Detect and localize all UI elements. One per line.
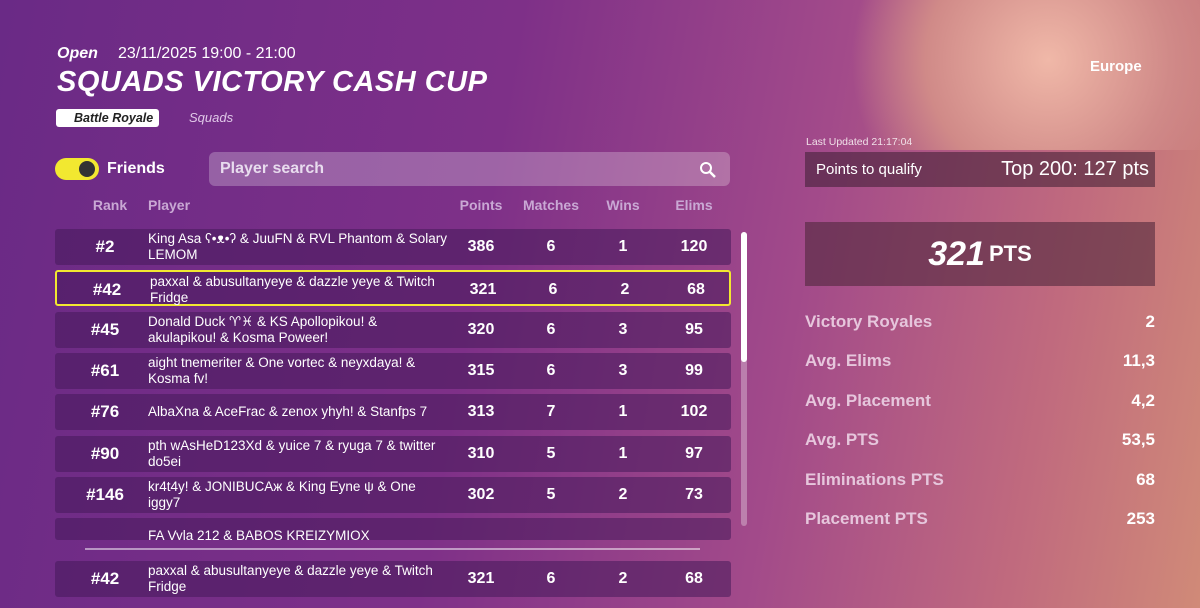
score-unit: PTS	[988, 241, 1032, 266]
matches: 6	[546, 320, 556, 338]
wins: 2	[620, 281, 630, 299]
player-names: Donald Duck ♈︎♓︎ & KS Apollopikou! & aku…	[148, 313, 378, 345]
player-names: paxxal & abusultanyeye & dazzle yeye & T…	[148, 563, 433, 594]
matches: 7	[546, 403, 556, 421]
stat-value: 2	[1145, 312, 1155, 331]
leaderboard-row: #42 paxxal & abusultanyeye & dazzle yeye …	[55, 270, 731, 307]
leaderboard-row: #45 Donald Duck ♈︎♓︎ & KS Apollopikou! & …	[55, 311, 731, 348]
stat-label: Avg. Elims	[805, 351, 892, 371]
rank: #45	[90, 319, 120, 339]
search-icon	[700, 162, 716, 178]
column-header: Wins	[606, 197, 640, 213]
elims: 99	[685, 361, 703, 379]
rank: #42	[90, 569, 120, 588]
toggle-label: Friends	[107, 160, 165, 177]
leaderboard-row: FA Vyla 212 & BABOS KREIZYMIOX	[55, 518, 731, 541]
stat-label: Victory Royales	[805, 312, 933, 331]
matches: 6	[546, 361, 556, 379]
team-mode: Squads	[189, 110, 234, 125]
player-names: AlbaXna & AceFrac & zenox yhyh! & Stanfp…	[148, 404, 428, 420]
stat-value: 11,3	[1122, 351, 1155, 371]
elims: 102	[680, 403, 708, 421]
leaderboard-row: #90 pth wAsHeD123Xd & yuice 7 & ryuga 7 &…	[55, 435, 731, 472]
column-header: Points	[459, 197, 503, 213]
points: 313	[467, 403, 495, 421]
column-header: Elims	[675, 197, 713, 213]
stat-label: Eliminations PTS	[805, 469, 944, 489]
rank: #76	[90, 402, 120, 422]
qualify-box: Points to qualify Top 200: 127 pts	[805, 152, 1155, 187]
elims: 68	[687, 281, 705, 299]
points: 310	[467, 444, 495, 462]
points: 321	[467, 570, 495, 587]
wins: 2	[618, 485, 628, 503]
column-header: Player	[148, 197, 191, 213]
leaderboard-row: #146 kr4t4y! & JONIBUCAж & King Eyne ψ & …	[55, 476, 731, 513]
player-names: kr4t4y! & JONIBUCAж & King Eyne ψ & One …	[148, 478, 416, 510]
stat-value: 253	[1126, 509, 1155, 528]
points: 315	[467, 361, 495, 379]
wins: 2	[618, 570, 628, 587]
stat-label: Avg. Placement	[805, 390, 931, 410]
title: SQUADS VICTORY CASH CUP	[57, 66, 488, 98]
player-names: pth wAsHeD123Xd & yuice 7 & ryuga 7 & tw…	[148, 437, 436, 469]
score-box: 321 PTS	[805, 222, 1155, 286]
wins: 3	[618, 320, 628, 338]
matches: 6	[546, 570, 556, 587]
leaderboard-row: #76 AlbaXna & AceFrac & zenox yhyh! & Sta…	[55, 394, 731, 431]
elims: 120	[680, 238, 708, 255]
matches: 5	[546, 485, 556, 503]
region: Europe	[1090, 58, 1142, 75]
search-placeholder: Player search	[220, 160, 325, 177]
matches: 6	[548, 281, 558, 299]
points: 302	[467, 485, 495, 503]
player-names: FA Vyla 212 & BABOS KREIZYMIOX	[148, 528, 370, 541]
toggle[interactable]	[55, 158, 99, 180]
rank: #90	[90, 443, 120, 463]
hero-art	[820, 0, 1200, 150]
datetime: 23/11/2025 19:00 - 21:00	[118, 45, 296, 62]
leaderboard-row: #2 King Asa ʕ•ᴥ•ʔ & JuuFN & RVL Phantom &…	[55, 229, 731, 265]
elims: 97	[685, 444, 703, 462]
rank: #146	[86, 484, 124, 504]
points: 386	[467, 238, 495, 255]
points: 320	[467, 320, 495, 338]
matches: 6	[546, 238, 556, 255]
rank: #2	[95, 237, 115, 256]
column-header: Matches	[522, 197, 580, 213]
stat-label: Avg. PTS	[805, 430, 879, 450]
matches: 5	[546, 444, 556, 462]
leaderboard-row: #61 aight tnemeriter & One vortec & neyxd…	[55, 352, 731, 389]
player-names: King Asa ʕ•ᴥ•ʔ & JuuFN & RVL Phantom & S…	[148, 231, 448, 262]
last-updated: Last Updated 21:17:04	[806, 136, 913, 148]
player-names: paxxal & abusultanyeye & dazzle yeye & T…	[150, 274, 435, 306]
elims: 73	[685, 485, 703, 503]
wins: 3	[618, 361, 628, 379]
points: 321	[469, 281, 497, 299]
column-header: Rank	[92, 197, 128, 213]
wins: 1	[618, 403, 628, 421]
stat-label: Placement PTS	[805, 509, 928, 528]
mode-badge: Battle Royale	[56, 109, 160, 127]
wins: 1	[618, 444, 628, 462]
qualify-label: Points to qualify	[816, 161, 922, 178]
separator	[85, 548, 700, 550]
score: 321	[928, 234, 985, 273]
player-names: aight tnemeriter & One vortec & neyxdaya…	[148, 354, 416, 386]
rank: #61	[90, 360, 120, 380]
leaderboard-row: #42 paxxal & abusultanyeye & dazzle yeye …	[55, 561, 731, 597]
search-box[interactable]: Player search	[209, 152, 730, 186]
elims: 68	[685, 570, 703, 587]
stat-value: 68	[1136, 469, 1155, 489]
elims: 95	[685, 320, 703, 338]
scrollbar[interactable]	[741, 232, 747, 526]
stat-value: 53,5	[1121, 430, 1155, 450]
stat-value: 4,2	[1131, 390, 1155, 410]
qualify-value: Top 200: 127 pts	[1001, 158, 1149, 180]
wins: 1	[618, 238, 628, 255]
rank: #42	[92, 280, 122, 300]
status: Open	[57, 45, 98, 62]
